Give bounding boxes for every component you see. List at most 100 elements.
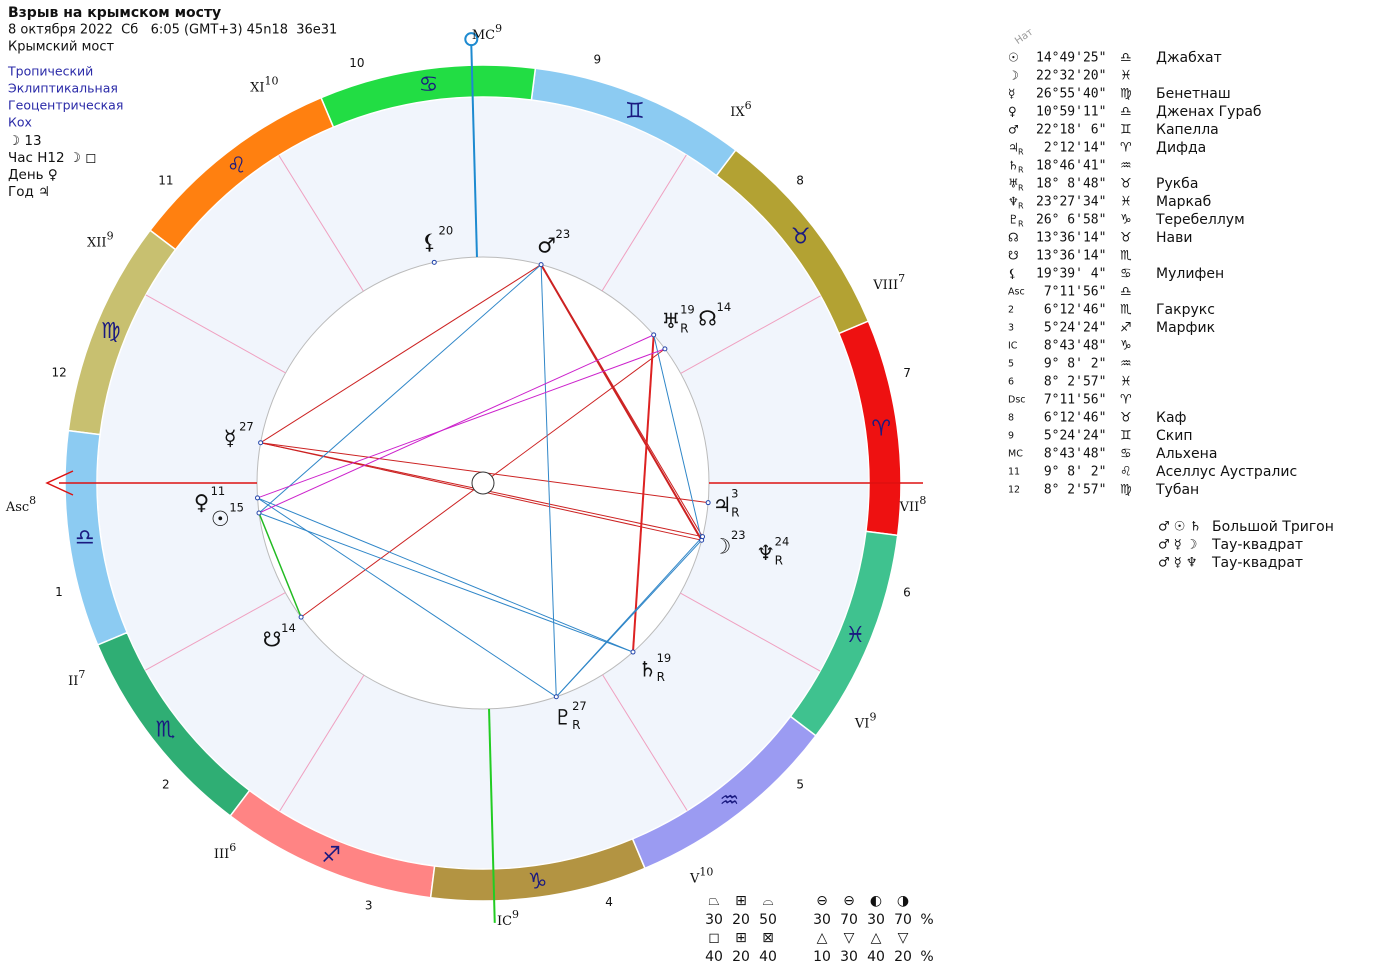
planet-degree: 14	[281, 621, 296, 635]
row-sign: ♌	[1120, 465, 1132, 480]
planet-glyph: ☽	[713, 535, 732, 559]
row-retro: R	[1018, 166, 1024, 175]
zodiac-glyph: ♊	[625, 99, 645, 124]
cusp-label-name: IC	[497, 914, 512, 929]
row-sign: ♏	[1120, 249, 1132, 264]
row-sign: ♋	[1120, 447, 1132, 462]
row-position: 7°11'56"	[1036, 393, 1106, 408]
setting: Тропический	[7, 64, 93, 79]
aspect-planets: ♂ ☿ ♆	[1158, 556, 1198, 571]
row-symbol: 2	[1008, 305, 1014, 316]
planet-degree: 19	[680, 302, 695, 316]
cusp-label-degree: 9	[107, 229, 114, 242]
planet-degree: 23	[556, 227, 571, 241]
zodiac-glyph: ♎	[75, 526, 95, 551]
aspect-planets: ♂ ☿ ☽	[1158, 538, 1198, 553]
planet-degree: 23	[731, 528, 746, 542]
cusp-label-name: VIII	[872, 277, 898, 292]
row-position: 5°24'24"	[1036, 429, 1106, 444]
row-sign: ♑	[1120, 213, 1132, 228]
setting: Эклиптикальная	[8, 81, 118, 96]
zodiac-glyph: ♋	[419, 73, 439, 98]
row-symbol: 12	[1008, 485, 1020, 496]
house-cusp-line	[680, 295, 821, 374]
cusp-label-degree: 9	[512, 908, 519, 921]
cusp-label-name: V	[689, 871, 700, 886]
stat-icon: ◐	[870, 893, 882, 909]
zodiac-glyph: ♈	[871, 416, 891, 441]
stat-value: 20	[732, 949, 750, 965]
row-symbol: IC	[1008, 341, 1018, 352]
row-star: Мулифен	[1156, 266, 1224, 282]
house-cusp-line	[601, 154, 687, 292]
row-symbol: 5	[1008, 359, 1014, 370]
stat-value: 70	[840, 912, 858, 928]
row-position: 8° 2'57"	[1036, 375, 1106, 390]
mc-axis	[470, 45, 478, 258]
planet-point	[662, 346, 668, 352]
row-symbol: ⚸	[1008, 267, 1017, 281]
row-star: Теребеллум	[1155, 212, 1245, 228]
cusp-label-name: II	[68, 674, 78, 689]
row-position: 10°59'11"	[1036, 105, 1106, 120]
aspect-line	[258, 334, 654, 514]
table-header: Нат	[1013, 27, 1035, 47]
zodiac-glyph: ♏	[155, 717, 175, 742]
aspect-line	[257, 497, 634, 653]
row-symbol: 8	[1008, 413, 1014, 424]
row-symbol: ☊	[1008, 231, 1019, 245]
row-sign: ♎	[1120, 105, 1132, 120]
row-star: Маркаб	[1156, 194, 1211, 210]
info-line: День ♀	[8, 167, 58, 183]
planet-retro: R	[680, 321, 688, 335]
aspect-name: Большой Тригон	[1212, 519, 1334, 535]
cusp-label-degree: 8	[919, 494, 926, 507]
zodiac-glyph: ♓	[845, 623, 865, 648]
planet-degree: 15	[229, 501, 244, 515]
aspect-line	[555, 536, 703, 698]
stat-icon: ⊞	[735, 930, 747, 946]
house-cusp-line	[278, 155, 364, 292]
row-sign: ♉	[1120, 231, 1132, 246]
zodiac-glyph: ♐	[321, 843, 341, 868]
row-star: Бенетнаш	[1156, 86, 1231, 102]
row-sign: ♊	[1120, 429, 1132, 444]
row-symbol: Asc	[1008, 287, 1025, 298]
row-sign: ♉	[1120, 411, 1132, 426]
stat-value: 30	[705, 912, 723, 928]
row-star: Рукба	[1156, 176, 1198, 192]
aspect-line	[258, 512, 634, 653]
asc-arrow	[45, 470, 74, 496]
stat-icon: △	[817, 930, 828, 946]
house-cusp-line	[145, 294, 286, 374]
cusp-label-degree: 7	[78, 668, 85, 681]
house-number: 12	[51, 365, 66, 379]
aspect-name: Тау-квадрат	[1211, 555, 1303, 571]
cusp-label-name: XII	[87, 235, 107, 250]
planet-point	[256, 510, 262, 516]
row-sign: ♓	[1120, 195, 1132, 210]
row-sign: ♐	[1120, 321, 1132, 336]
cusp-label-name: VII	[899, 500, 920, 515]
zodiac-glyph: ♒	[720, 789, 740, 814]
row-sign: ♈	[1120, 141, 1132, 156]
planet-glyph: ♇	[554, 706, 573, 730]
planet-point	[700, 534, 706, 540]
row-position: 2°12'14"	[1036, 141, 1106, 156]
house-number: 11	[158, 173, 173, 187]
stat-icon: ⊖	[816, 893, 828, 909]
cusp-label: VI9	[854, 711, 877, 732]
planet-degree: 20	[439, 223, 454, 237]
row-sign: ♉	[1120, 177, 1132, 192]
stat-icon: ⊖	[843, 893, 855, 909]
house-number: 2	[162, 778, 170, 792]
row-symbol: ☋	[1008, 249, 1019, 263]
cusp-label: V10	[689, 866, 713, 887]
cusp-label-degree: 7	[898, 272, 905, 285]
cusp-label: Asc8	[5, 494, 36, 515]
row-sign: ♏	[1120, 303, 1132, 318]
row-position: 13°36'14"	[1036, 249, 1106, 264]
row-symbol: ☉	[1008, 51, 1019, 65]
cusp-label-degree: 10	[699, 866, 713, 879]
house-cusp-line	[680, 592, 821, 672]
